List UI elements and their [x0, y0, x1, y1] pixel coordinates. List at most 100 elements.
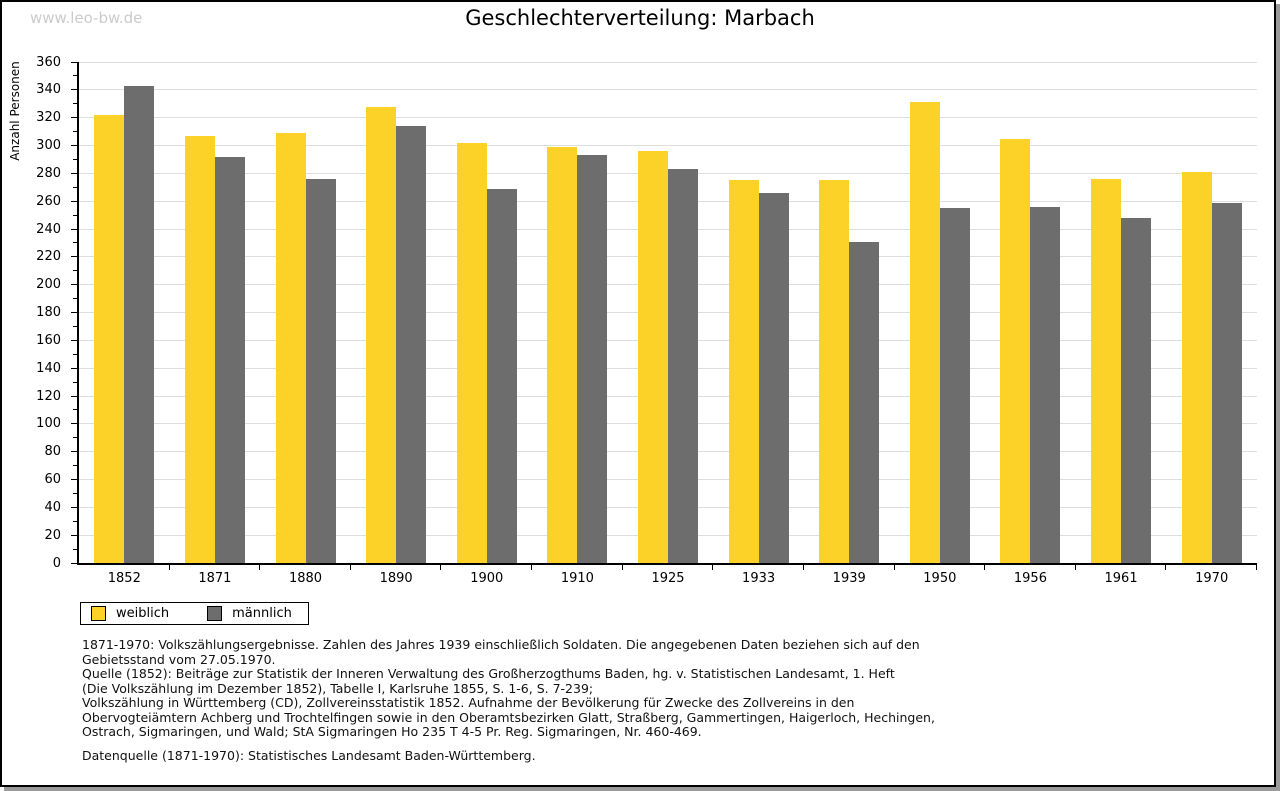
plot-area: 1852 1871 1880 1890 1900 1910 1925 1933 1939 1950…: [71, 61, 1257, 586]
x-axis-label: 1890: [379, 571, 413, 586]
y-axis-tick: [71, 200, 77, 202]
legend: weiblich männlich: [80, 602, 309, 625]
footnote-line: Volkszählung in Württemberg (CD), Zollve…: [82, 695, 855, 710]
legend-item-weiblich: weiblich: [91, 606, 169, 621]
y-axis-tick-label: 160: [36, 332, 61, 348]
x-axis-label: 1852: [107, 571, 141, 586]
y-axis-tick: [71, 228, 77, 230]
footnote-line: Obervogteiämtern Achberg und Trochtelfin…: [82, 709, 935, 725]
bar-weiblich: [456, 142, 487, 563]
footnote-line: Ostrach, Sigmaringen, und Wald; StA Sigm…: [82, 724, 702, 739]
bar-maennlich: [577, 155, 608, 563]
x-axis-tick: [802, 565, 804, 570]
x-axis-tick: [1256, 565, 1257, 570]
footnote-line: Gebietsstand vom 27.05.1970.: [82, 651, 276, 667]
y-axis-tick-label: 360: [36, 54, 61, 70]
x-axis-label: 1970: [1195, 571, 1229, 586]
y-axis-tick: [71, 145, 77, 146]
y-axis-tick-minor: [73, 75, 77, 77]
x-axis-tick: [168, 565, 170, 570]
bar-weiblich: [275, 132, 306, 563]
x-axis-tick: [893, 565, 895, 570]
gridline: [79, 117, 1257, 119]
watermark: www.leo-bw.de: [30, 9, 143, 27]
bar-weiblich: [1000, 138, 1031, 563]
x-axis-tick: [712, 565, 714, 570]
bar-maennlich: [849, 241, 880, 563]
x-axis-label: 1925: [651, 571, 685, 586]
gridline: [79, 61, 1257, 63]
gridline: [79, 145, 1257, 146]
legend-label-maennlich: männlich: [232, 606, 292, 621]
y-axis-tick-minor: [73, 270, 77, 272]
y-axis-tick-label: 0: [52, 555, 61, 571]
legend-swatch-weiblich: [91, 606, 106, 621]
y-axis-tick-minor: [73, 186, 77, 188]
y-axis-tick-label: 120: [36, 388, 61, 404]
x-axis-label: 1910: [560, 571, 594, 586]
y-axis-tick-label: 180: [36, 305, 61, 320]
y-axis-tick-minor: [73, 325, 77, 327]
bar-maennlich: [124, 85, 155, 563]
bar-weiblich: [94, 114, 125, 563]
bar-maennlich: [305, 178, 336, 563]
y-axis-tick-minor: [73, 548, 77, 550]
x-axis-tick: [621, 565, 623, 570]
x-axis-tick: [1165, 565, 1167, 570]
y-axis-tick-minor: [73, 214, 77, 216]
bar-weiblich: [547, 146, 578, 563]
bar-weiblich: [1091, 178, 1122, 563]
y-axis-tick-minor: [73, 353, 77, 355]
y-axis-tick: [71, 479, 77, 480]
y-axis-tick-label: 140: [36, 360, 61, 376]
y-axis-tick-minor: [73, 409, 77, 411]
y-axis-tick-label: 340: [36, 82, 61, 98]
y-axis-tick: [71, 506, 77, 508]
footnote-line: (Die Volkszählung im Dezember 1852), Tab…: [82, 680, 594, 696]
bar-maennlich: [758, 192, 789, 563]
y-axis-tick-minor: [73, 242, 77, 244]
y-axis-tick: [71, 61, 77, 63]
footnote-line: 1871-1970: Volkszählungsergebnisse. Zahl…: [82, 637, 920, 652]
y-axis-tick-label: 100: [36, 416, 61, 432]
x-axis-tick: [440, 565, 442, 570]
bar-maennlich: [668, 169, 698, 563]
y-axis-tick-label: 80: [44, 444, 61, 460]
y-axis-tick-label: 300: [36, 138, 61, 153]
y-axis-tick-minor: [73, 492, 77, 494]
y-axis-tick: [71, 423, 77, 425]
y-axis-tick-minor: [73, 103, 77, 105]
bar-maennlich: [1030, 206, 1061, 563]
y-axis-tick-label: 240: [36, 221, 61, 237]
y-axis-tick-minor: [73, 437, 77, 439]
footnotes: 1871-1970: Volkszählungsergebnisse. Zahl…: [82, 637, 935, 763]
y-axis-tick-minor: [73, 158, 77, 160]
y-axis-tick: [71, 89, 77, 91]
y-axis-tick-label: 40: [44, 499, 61, 515]
x-axis-label: 1871: [198, 571, 232, 586]
x-axis-tick: [531, 565, 533, 570]
y-axis-tick: [71, 534, 77, 536]
y-axis-tick-minor: [73, 465, 77, 467]
footnote-line: Quelle (1852): Beiträge zur Statistik de…: [82, 666, 895, 681]
y-axis-tick: [71, 312, 77, 313]
bar-maennlich: [939, 208, 970, 563]
y-axis-tick-label: 320: [36, 110, 61, 126]
y-axis-tick-label: 200: [36, 277, 61, 293]
y-axis-tick-minor: [73, 131, 77, 133]
chart-title: Geschlechterverteilung: Marbach: [465, 6, 815, 30]
bar-maennlich: [214, 156, 245, 563]
y-axis-tick: [71, 256, 77, 258]
legend-item-maennlich: männlich: [207, 606, 292, 621]
y-axis-tick: [71, 395, 77, 397]
x-axis-label: 1961: [1104, 571, 1138, 586]
y-axis-tick-label: 60: [44, 472, 61, 487]
x-axis-label: 1956: [1013, 571, 1047, 586]
bar-maennlich: [1121, 217, 1152, 563]
legend-swatch-maennlich: [207, 606, 223, 621]
x-axis-tick: [1074, 565, 1076, 570]
bar-weiblich: [819, 180, 850, 563]
x-axis-label: 1900: [470, 571, 504, 586]
bar-weiblich: [728, 180, 759, 563]
x-axis-label: 1933: [742, 571, 776, 586]
